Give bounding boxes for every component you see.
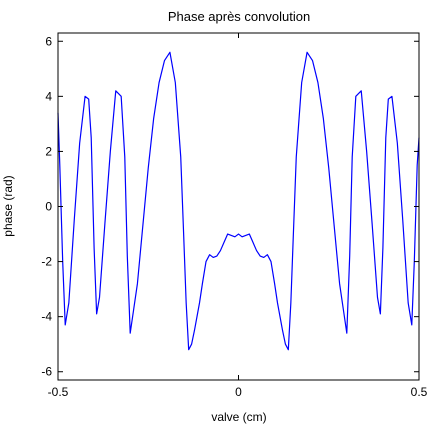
y-tick-label: -6 [41,365,52,379]
x-tick-label: 0 [235,385,242,399]
y-axis: -6 -4 -2 0 2 4 6 [41,34,419,379]
y-axis-label: phase (rad) [1,175,15,236]
series-line-0 [57,51,420,351]
chart-title: Phase après convolution [168,9,310,24]
y-tick-label: 4 [45,89,52,103]
y-tick-label: 6 [45,34,52,48]
y-tick-label: -2 [41,255,52,269]
x-axis: -0.5 0 0.5 [48,33,427,399]
data-series [57,51,420,351]
x-axis-label: valve (cm) [211,410,266,424]
y-tick-label: 0 [45,200,52,214]
x-tick-label: 0.5 [411,385,427,399]
y-tick-label: 2 [45,144,52,158]
plot-area [58,33,419,380]
y-tick-label: -4 [41,310,52,324]
x-tick-label: -0.5 [48,385,69,399]
